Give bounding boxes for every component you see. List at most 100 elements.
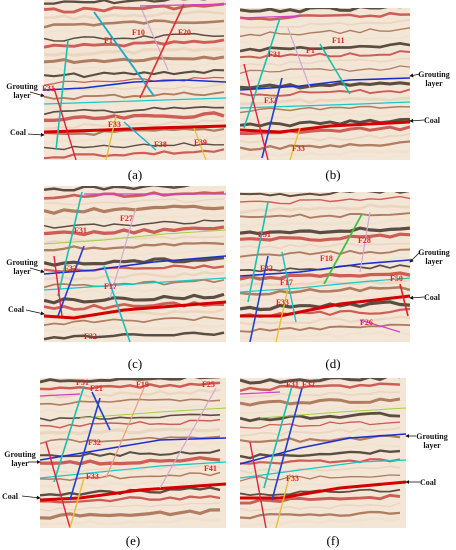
seismic-band — [44, 256, 225, 267]
fault-label-f31: F31 — [76, 378, 89, 387]
coal-horizon-line — [44, 124, 226, 134]
coal-horizon-line — [44, 300, 226, 320]
seismic-band — [44, 76, 225, 86]
grouting-horizon-line — [40, 437, 226, 461]
seismic-band — [44, 111, 225, 123]
fault-label-f18: F18 — [320, 254, 333, 263]
seismic-band — [240, 232, 410, 242]
seismic-band — [44, 38, 225, 49]
seismic-section-d — [240, 192, 410, 342]
panel-f: F31 F32 F33 — [240, 378, 406, 528]
seismic-band — [40, 381, 221, 391]
fault-f32-line — [271, 387, 303, 501]
seismic-band — [240, 480, 401, 489]
fault-f32-line — [45, 441, 71, 528]
cyan-horizon-line — [240, 459, 406, 479]
seismic-band — [240, 510, 401, 520]
seismic-band — [44, 248, 225, 258]
panel-a: F1 F10 F20 F31 F33 F38 F39 — [42, 0, 226, 160]
caption-e: (e) — [125, 533, 141, 548]
fault-label-f33: F33 — [292, 144, 305, 153]
caption-b: (b) — [325, 167, 341, 182]
fault-label-f31: F31 — [286, 380, 299, 389]
seismic-band — [40, 388, 221, 399]
seismic-band — [40, 479, 221, 489]
fault-f38-line — [123, 121, 157, 151]
fault-f27-line — [109, 207, 137, 299]
grouting-layer-label-d: Grouting layer — [418, 248, 450, 266]
seismic-band — [40, 471, 221, 481]
top-pink-line — [40, 393, 81, 397]
seismic-band — [240, 382, 401, 393]
coal-label-f: Coal — [420, 478, 436, 487]
seismic-band — [240, 72, 410, 83]
fault-f33-line — [105, 115, 117, 160]
seismic-band — [240, 271, 410, 281]
grouting-layer-label-b: Grouting layer — [418, 70, 450, 88]
fault-label-f33: F33 — [276, 298, 289, 307]
coal-label-e: Coal — [2, 492, 18, 501]
fault-label-f17: F17 — [280, 278, 293, 287]
fault-label-f50: F50 — [390, 274, 403, 283]
coal-label-b: Coal — [424, 116, 440, 125]
coal-horizon-line — [240, 120, 410, 134]
fault-f20-line — [139, 3, 185, 99]
green-horizon-line — [259, 407, 406, 419]
fault-f32-line — [249, 255, 269, 342]
seismic-band — [40, 502, 221, 512]
seismic-band — [44, 198, 225, 206]
cyan-horizon-line — [40, 461, 226, 479]
seismic-band — [44, 204, 225, 215]
caption-a: (a) — [127, 167, 143, 182]
fault-f31-line — [55, 39, 69, 151]
seismic-band — [240, 105, 410, 114]
fault-f31-line — [57, 191, 83, 297]
fault-f1-line — [93, 11, 155, 97]
seismic-band — [240, 27, 410, 38]
fault-label-f1: F1 — [104, 36, 113, 45]
seismic-band — [40, 465, 221, 473]
seismic-band — [40, 398, 221, 406]
coal-label-d: Coal — [424, 293, 440, 302]
seismic-band — [240, 378, 400, 385]
seismic-band — [240, 42, 410, 53]
seismic-band — [240, 133, 410, 144]
seismic-band — [240, 212, 410, 219]
seismic-section-e — [40, 378, 226, 528]
seismic-band — [44, 25, 225, 34]
seismic-band — [240, 465, 401, 475]
seismic-band — [40, 378, 221, 384]
seismic-band — [44, 10, 225, 21]
seismic-band — [240, 148, 410, 160]
fault-f21-line — [91, 391, 111, 431]
seismic-band — [240, 226, 410, 236]
seismic-band — [240, 411, 401, 423]
fault-f17-line — [281, 251, 297, 323]
fault-label-f38: F38 — [154, 140, 167, 149]
fault-label-f28: F28 — [358, 236, 371, 245]
grouting-layer-label-c: Grouting layer — [6, 258, 38, 276]
seismic-band — [240, 19, 410, 29]
seismic-band — [240, 315, 410, 326]
seismic-band — [44, 119, 225, 130]
grouting-horizon-line — [44, 255, 226, 275]
grouting-layer-label-e: Grouting layer — [4, 450, 36, 468]
seismic-band — [240, 397, 401, 407]
seismic-band — [44, 0, 207, 5]
fault-f31-line — [243, 17, 281, 129]
seismic-band — [240, 292, 410, 303]
cyan-horizon-line — [240, 101, 410, 109]
fault-f32b-line — [243, 63, 269, 160]
fault-label-f21: F21 — [90, 384, 103, 393]
seismic-band — [44, 55, 225, 65]
seismic-section-a — [44, 0, 226, 160]
fault-f31-line — [53, 385, 85, 483]
seismic-band — [44, 241, 225, 252]
fault-label-f32: F32 — [260, 264, 273, 273]
seismic-band — [240, 248, 410, 258]
seismic-band — [44, 46, 225, 58]
seismic-band — [44, 133, 225, 145]
fault-f17-line — [103, 265, 131, 342]
seismic-band — [240, 458, 401, 465]
seismic-band — [240, 390, 401, 398]
